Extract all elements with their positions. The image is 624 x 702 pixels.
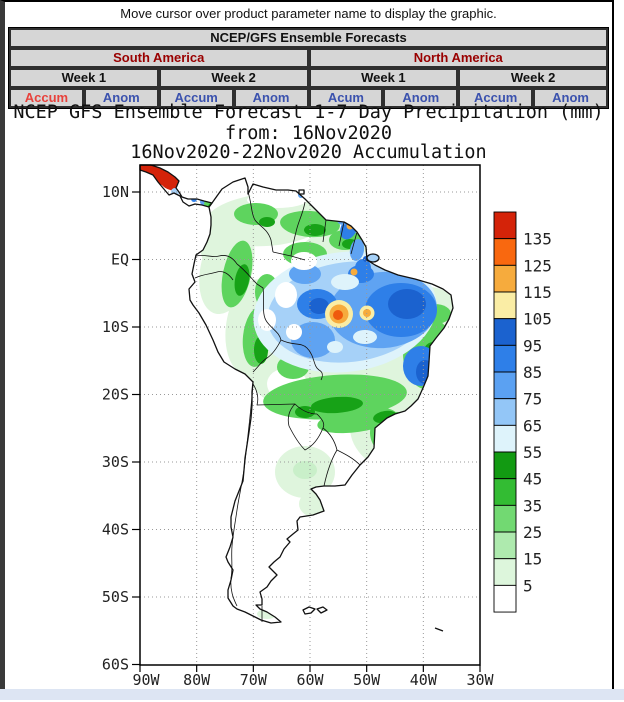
forecast-frame: Move cursor over product parameter name … bbox=[0, 0, 614, 689]
svg-text:25: 25 bbox=[523, 523, 542, 542]
colorbar-legend: 135 125 115 105 95 85 75 65 55 45 35 25 15 5 bbox=[494, 212, 552, 612]
svg-text:55: 55 bbox=[523, 443, 542, 462]
svg-text:15: 15 bbox=[523, 550, 542, 569]
svg-text:135: 135 bbox=[523, 230, 552, 249]
svg-text:115: 115 bbox=[523, 283, 552, 302]
svg-text:65: 65 bbox=[523, 416, 542, 435]
na-week2-header: Week 2 bbox=[458, 68, 608, 88]
region-south-america: South America bbox=[9, 48, 309, 68]
precipitation-map: 10N EQ 10S 20S 30S 40S 50S 60S90W 80W 70W 60W 50W 40… bbox=[5, 162, 624, 702]
page-bottom-strip bbox=[0, 689, 624, 700]
svg-text:95: 95 bbox=[523, 336, 542, 355]
svg-text:40S: 40S bbox=[102, 521, 129, 539]
map-title-line2: from: 16Nov2020 bbox=[5, 123, 612, 144]
svg-text:45: 45 bbox=[523, 470, 542, 489]
svg-text:60S: 60S bbox=[102, 656, 129, 674]
svg-text:30S: 30S bbox=[102, 453, 129, 471]
svg-text:5: 5 bbox=[523, 576, 533, 595]
svg-text:40W: 40W bbox=[410, 671, 438, 689]
sa-week1-header: Week 1 bbox=[9, 68, 159, 88]
svg-text:50W: 50W bbox=[353, 671, 381, 689]
region-north-america: North America bbox=[309, 48, 609, 68]
map-title-line3: 16Nov2020-22Nov2020 Accumulation bbox=[5, 142, 612, 163]
menu-title: NCEP/GFS Ensemble Forecasts bbox=[9, 28, 608, 48]
svg-text:80W: 80W bbox=[183, 671, 211, 689]
svg-text:60W: 60W bbox=[296, 671, 324, 689]
svg-text:50S: 50S bbox=[102, 588, 129, 606]
map-title-line1: NCEP GFS Ensemble Forecast 1-7 Day Preci… bbox=[5, 102, 612, 123]
na-week1-header: Week 1 bbox=[309, 68, 459, 88]
svg-text:20S: 20S bbox=[102, 386, 129, 404]
sa-week2-header: Week 2 bbox=[159, 68, 309, 88]
svg-text:85: 85 bbox=[523, 363, 542, 382]
svg-text:10S: 10S bbox=[102, 318, 129, 336]
svg-text:90W: 90W bbox=[132, 671, 160, 689]
svg-text:105: 105 bbox=[523, 310, 552, 329]
product-menu-table: NCEP/GFS Ensemble Forecasts South Americ… bbox=[8, 27, 609, 109]
instruction-text: Move cursor over product parameter name … bbox=[5, 6, 612, 21]
svg-text:125: 125 bbox=[523, 256, 552, 275]
svg-text:10N: 10N bbox=[102, 183, 129, 201]
svg-text:35: 35 bbox=[523, 496, 542, 515]
svg-text:75: 75 bbox=[523, 390, 542, 409]
svg-text:70W: 70W bbox=[240, 671, 268, 689]
svg-text:EQ: EQ bbox=[111, 251, 129, 269]
svg-text:30W: 30W bbox=[466, 671, 494, 689]
